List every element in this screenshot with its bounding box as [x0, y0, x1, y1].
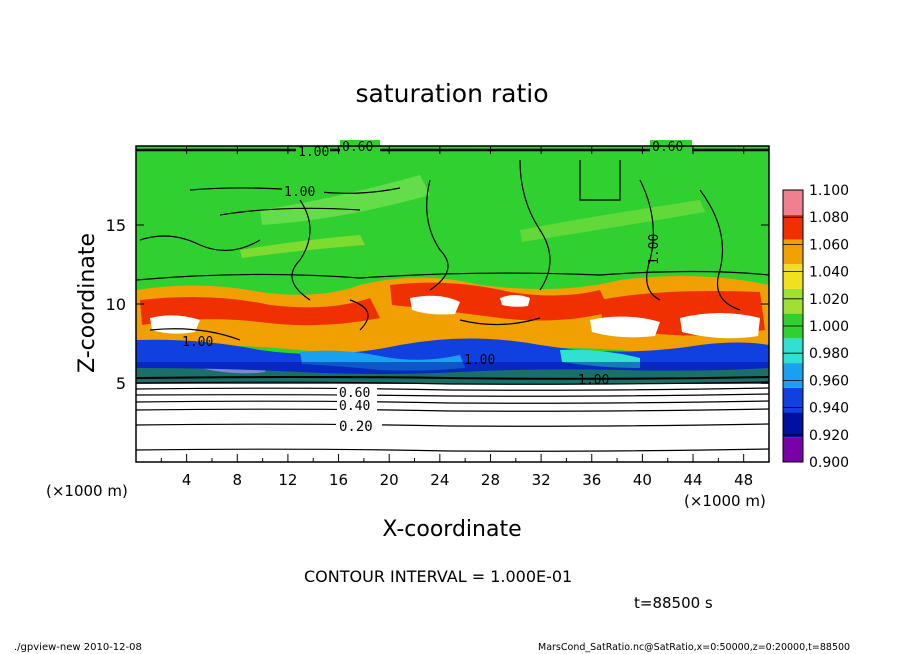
x-tick-label: 44 — [683, 471, 702, 489]
y-tick-label: 15 — [106, 216, 126, 235]
colorbar-label: 0.940 — [809, 401, 849, 417]
colorbar-label: 1.100 — [809, 183, 849, 199]
time-label: t=88500 s — [634, 594, 713, 612]
light-streak — [240, 235, 365, 258]
x-tick-label: 12 — [278, 471, 297, 489]
x-unit-label: (×1000 m) — [684, 492, 766, 510]
plot-area — [136, 146, 769, 462]
colorbar-swatch — [783, 190, 803, 215]
contour-interval-note: CONTOUR INTERVAL = 1.000E-01 — [304, 567, 572, 586]
colorbar-swatch — [783, 239, 803, 265]
x-tick-label: 32 — [532, 471, 551, 489]
chart-title: saturation ratio — [355, 79, 548, 108]
footer-right: MarsCond_SatRatio.nc@SatRatio,x=0:50000,… — [538, 642, 850, 653]
x-tick-label: 48 — [734, 471, 753, 489]
supersaturated-core — [390, 282, 610, 321]
light-streak — [520, 200, 705, 242]
contour-label: 1.00 — [647, 234, 662, 265]
x-axis: 4 8 12 16 20 24 28 32 36 40 44 48 — [160, 146, 753, 489]
x-tick-label: 40 — [633, 471, 652, 489]
colorbar-swatch — [783, 437, 803, 462]
colorbar-label: 1.040 — [809, 265, 849, 281]
contour-label: 1.00 — [284, 185, 315, 200]
colorbar-label: 0.900 — [809, 455, 849, 471]
y-axis-label: Z-coordinate — [75, 233, 100, 373]
x-tick-label: 28 — [481, 471, 500, 489]
y-axis: 5 10 15 — [106, 216, 769, 393]
x-tick-label: 16 — [329, 471, 348, 489]
contour-label: 1.00 — [578, 373, 609, 388]
contour-label: 1.00 — [182, 335, 213, 350]
contour-label: 0.60 — [342, 140, 373, 155]
colorbar-swatch — [783, 412, 803, 438]
y-tick-label: 5 — [116, 374, 126, 393]
contour-label: 0.60 — [339, 386, 370, 401]
colorbar-swatch — [783, 214, 803, 240]
white-patch — [590, 316, 660, 338]
x-tick-label: 24 — [430, 471, 449, 489]
contour-labels: 1.00 0.60 1.00 0.60 1.00 1.00 1.00 1.00 … — [182, 140, 692, 435]
x-axis-label: X-coordinate — [382, 517, 521, 542]
colorbar: 1.100 1.080 1.060 1.040 1.020 1.000 0.980 0.960… — [782, 183, 849, 471]
colorbar-swatch — [783, 264, 803, 289]
colorbar-swatch — [783, 288, 803, 314]
contour-label: 0.20 — [339, 419, 373, 435]
z-unit-label: (×1000 m) — [46, 482, 128, 500]
colorbar-label: 1.020 — [809, 292, 849, 308]
colorbar-label: 1.080 — [809, 210, 849, 226]
x-tick-label: 36 — [582, 471, 601, 489]
colorbar-label: 1.060 — [809, 237, 849, 253]
white-patch — [150, 315, 200, 334]
colorbar-swatch — [783, 363, 803, 388]
colorbar-swatch — [783, 387, 803, 413]
dry-layer-contours — [136, 376, 769, 452]
white-patch — [680, 313, 760, 339]
light-streak — [260, 175, 430, 225]
colorbar-label: 0.920 — [809, 428, 849, 444]
colorbar-label: 0.960 — [809, 373, 849, 389]
contour-label: 1.00 — [298, 145, 329, 160]
x-tick-label: 4 — [182, 471, 192, 489]
contour-label: 0.60 — [652, 140, 683, 155]
colorbar-label: 1.000 — [809, 319, 849, 335]
contour-label: 1.00 — [464, 353, 495, 368]
y-tick-label: 10 — [106, 295, 126, 314]
contour-label: 0.40 — [339, 399, 370, 414]
colorbar-label: 0.980 — [809, 346, 849, 362]
colorbar-swatch — [783, 338, 803, 364]
footer-left: ./gpview-new 2010-12-08 — [14, 642, 142, 653]
supersaturated-core — [140, 296, 380, 326]
white-patch — [500, 295, 530, 307]
subsaturated-dark — [136, 362, 769, 384]
white-patch — [410, 295, 460, 315]
x-tick-label: 20 — [380, 471, 399, 489]
x-tick-label: 8 — [233, 471, 243, 489]
